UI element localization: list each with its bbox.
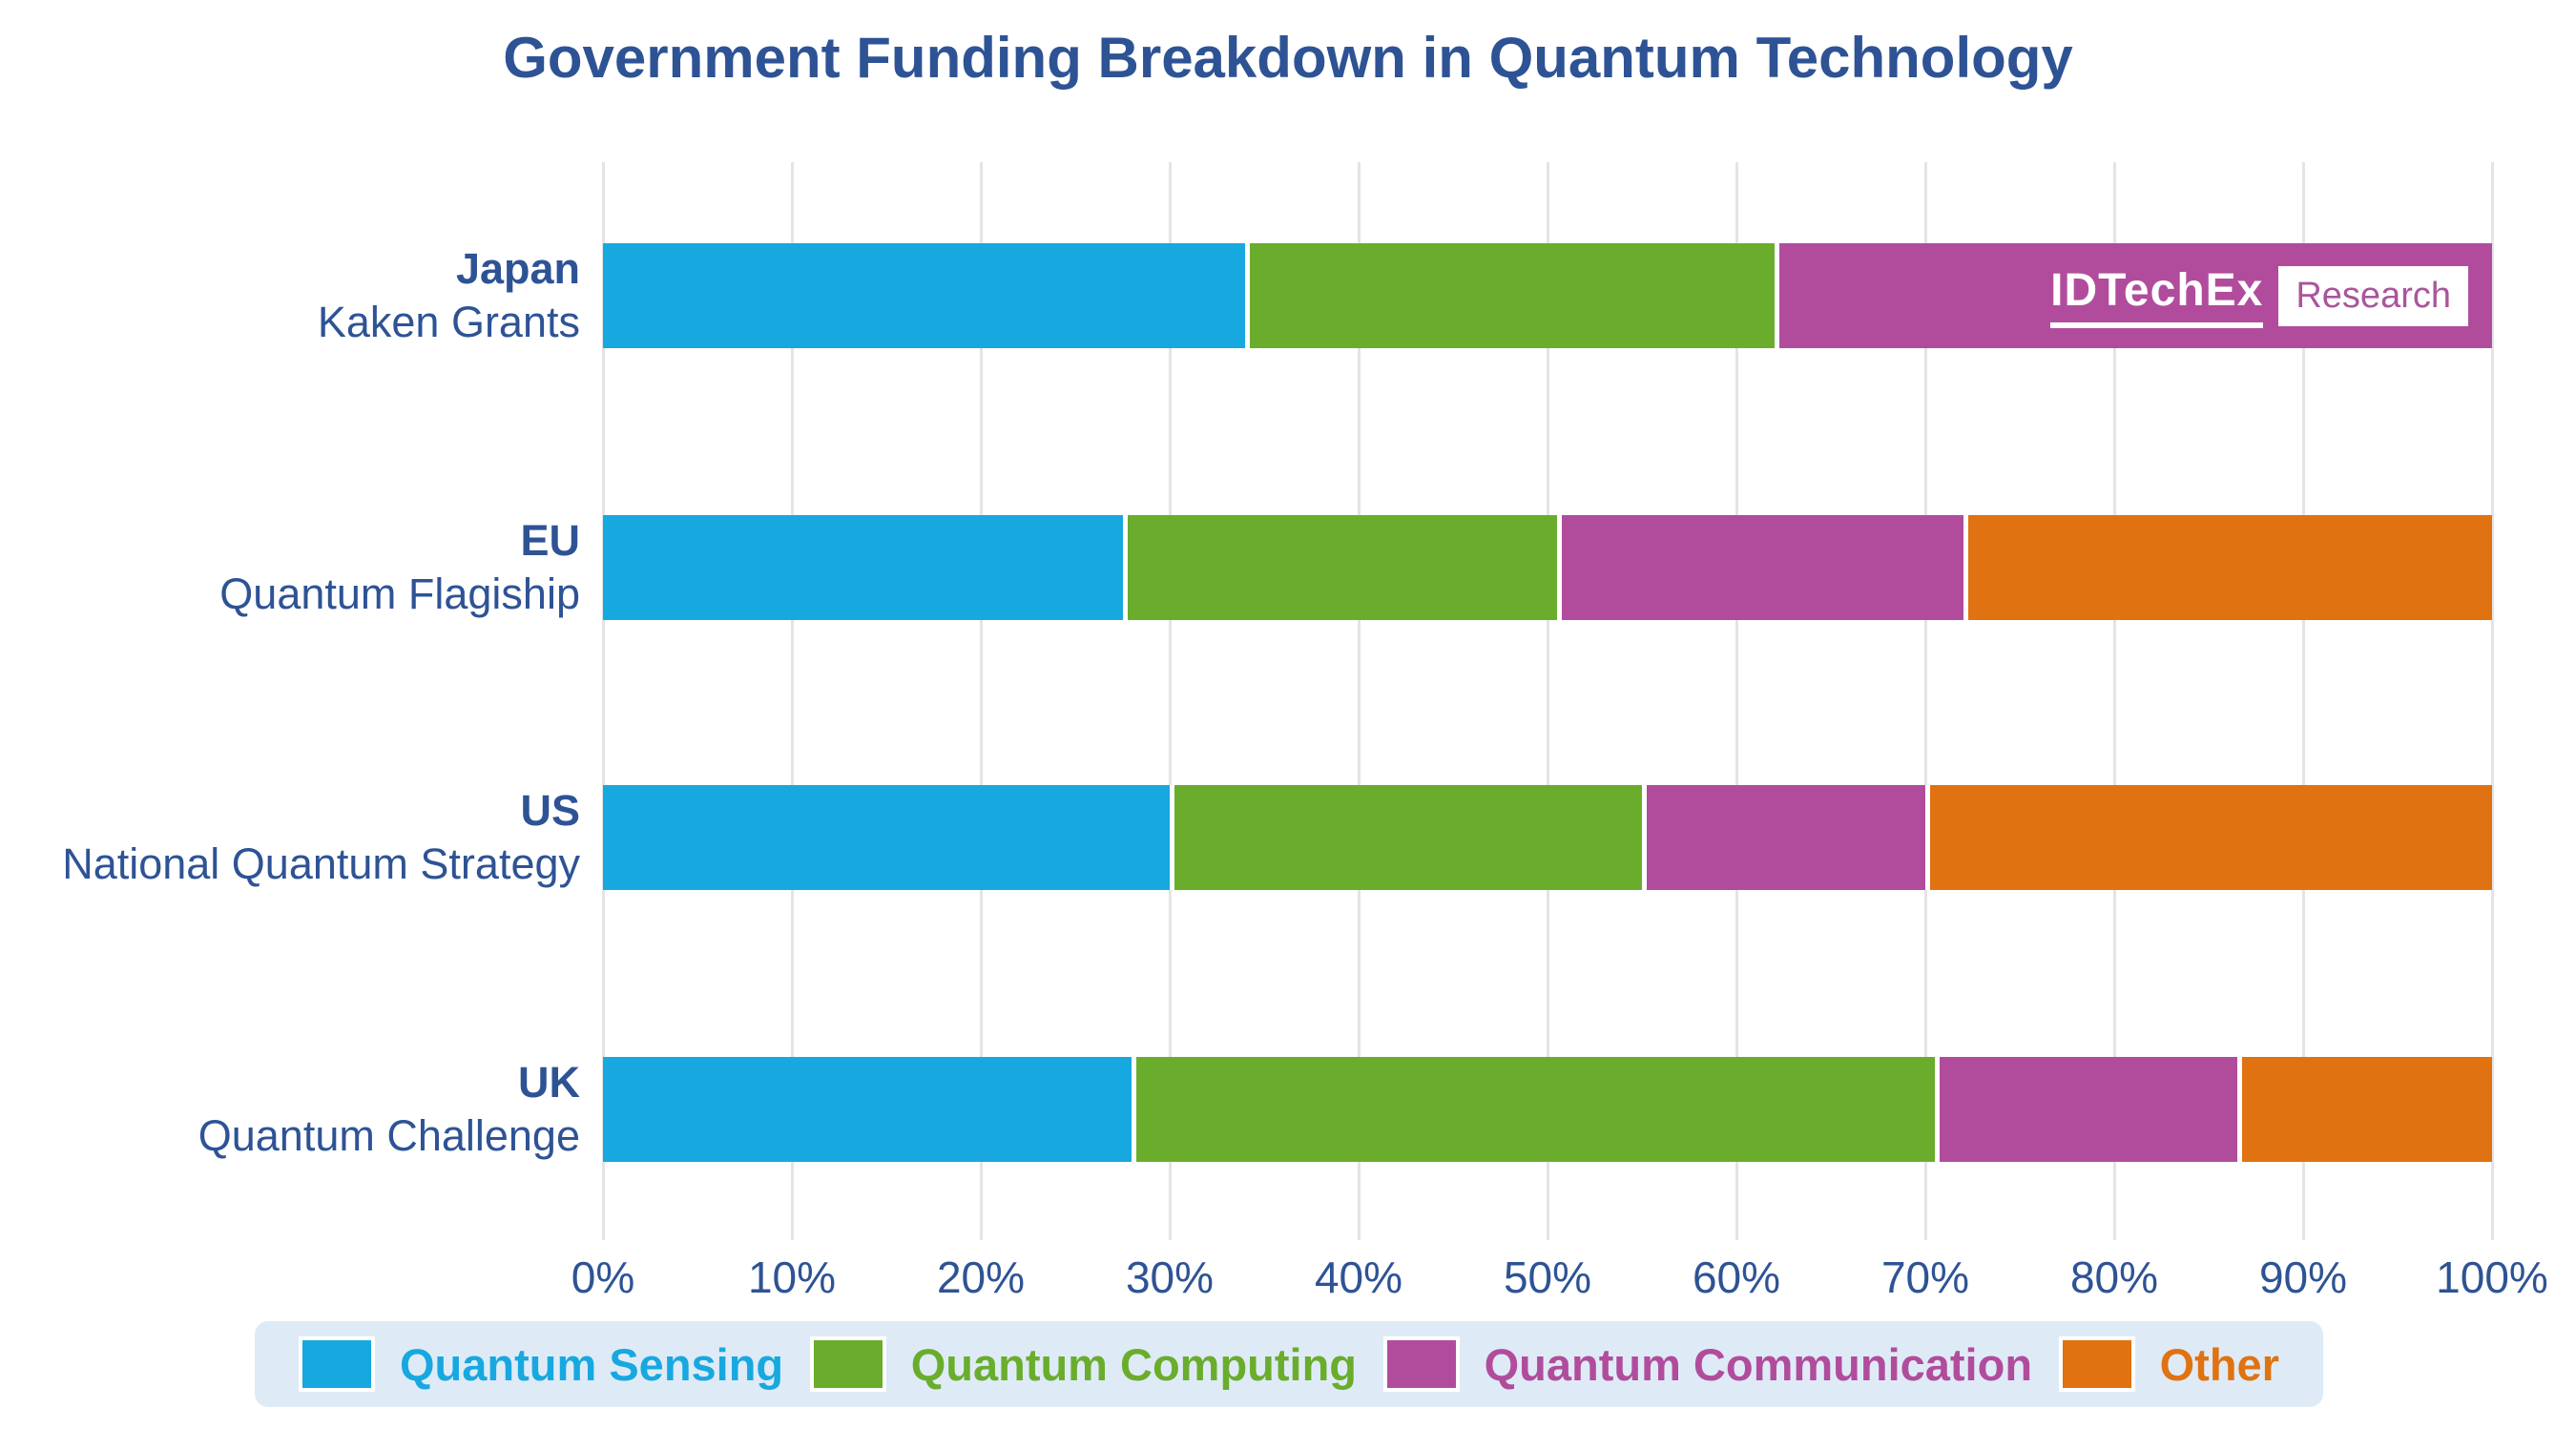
legend-item: Quantum Communication (1382, 1336, 2033, 1392)
legend-item: Other (2058, 1336, 2279, 1392)
idtechex-brand-text: IDTechEx (2050, 264, 2264, 328)
gridline (2302, 162, 2305, 1240)
gridline (602, 162, 605, 1240)
gridline (1169, 162, 1172, 1240)
x-tick-label: 0% (571, 1252, 635, 1302)
category-program: Quantum Flagiship (219, 569, 580, 618)
category-program: National Quantum Strategy (62, 839, 580, 888)
legend-swatch (1382, 1336, 1460, 1392)
x-tick-label: 70% (1880, 1252, 1970, 1302)
bar-row: US National Quantum Strategy (62, 785, 2492, 890)
legend-label: Other (2159, 1338, 2279, 1390)
bar-segment (603, 243, 1246, 348)
x-tick-label: 90% (2258, 1252, 2348, 1302)
legend-swatch (809, 1336, 886, 1392)
category-country: UK (518, 1058, 580, 1107)
x-tick-label: 20% (936, 1252, 1026, 1302)
gridline (980, 162, 983, 1240)
category-country: EU (520, 516, 580, 565)
category-label: Japan Kaken Grants (318, 242, 580, 349)
x-tick-label: 10% (747, 1252, 837, 1302)
category-country: US (520, 786, 580, 835)
idtechex-research-text: Research (2296, 275, 2451, 316)
x-tick-label: 50% (1503, 1252, 1592, 1302)
gridline (2491, 162, 2494, 1240)
legend-item: Quantum Sensing (299, 1336, 783, 1392)
gridline (1547, 162, 1549, 1240)
bar-row: EU Quantum Flagiship (219, 515, 2492, 620)
gridline (1358, 162, 1361, 1240)
category-label: UK Quantum Challenge (198, 1056, 580, 1163)
legend-label: Quantum Communication (1484, 1338, 2033, 1390)
bar-segment (603, 515, 1123, 620)
bar-segment (603, 1057, 1132, 1162)
x-tick-label: 30% (1125, 1252, 1215, 1302)
category-label: EU Quantum Flagiship (219, 514, 580, 621)
gridline (1924, 162, 1927, 1240)
chart-title: Government Funding Breakdown in Quantum … (503, 26, 2073, 90)
legend-label: Quantum Computing (910, 1338, 1358, 1390)
bar-segment (1963, 515, 2492, 620)
legend: Quantum Sensing Quantum Computing Quantum … (255, 1321, 2323, 1407)
category-program: Kaken Grants (317, 298, 580, 346)
plot-area: Japan Kaken Grants EU Quantum Flagiship US Na… (62, 162, 2548, 1302)
category-country: Japan (455, 244, 580, 293)
bar-segment (1925, 785, 2492, 890)
category-label: US National Quantum Strategy (62, 784, 580, 891)
bar-segment (1642, 785, 1925, 890)
bar-segment (603, 785, 1170, 890)
category-program: Quantum Challenge (197, 1111, 580, 1160)
bar-segment (1170, 785, 1642, 890)
idtechex-research-box: Research (2278, 265, 2468, 326)
legend-swatch (299, 1336, 375, 1392)
legend-label: Quantum Sensing (400, 1338, 784, 1390)
gridline (2113, 162, 2116, 1240)
idtechex-logo: IDTechEx Research (2050, 243, 2468, 348)
bar-segment (1132, 1057, 1935, 1162)
bar-segment (2236, 1057, 2492, 1162)
bar-segment (1245, 243, 1775, 348)
gridline (791, 162, 794, 1240)
legend-item: Quantum Computing (809, 1336, 1358, 1392)
x-tick-label: 60% (1692, 1252, 1781, 1302)
legend-swatch (2058, 1336, 2135, 1392)
bar-segment (1122, 515, 1557, 620)
bar-segment (1556, 515, 1963, 620)
bar-segment (1934, 1057, 2237, 1162)
bar-row: UK Quantum Challenge (198, 1057, 2492, 1162)
x-tick-label: 40% (1314, 1252, 1403, 1302)
x-tick-label: 80% (2069, 1252, 2159, 1302)
bar-row: Japan Kaken Grants (318, 243, 2492, 348)
gridline (1735, 162, 1738, 1240)
x-tick-label: 100% (2436, 1252, 2548, 1302)
